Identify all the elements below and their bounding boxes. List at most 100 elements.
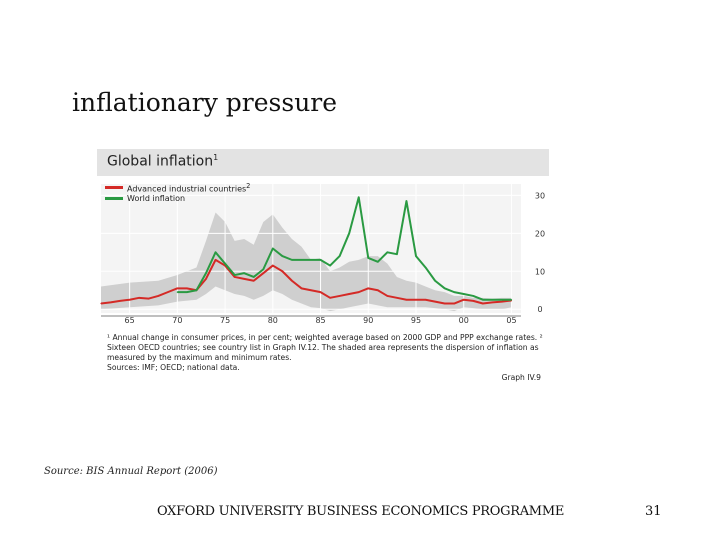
data-point-world <box>405 200 408 202</box>
data-point-world <box>377 261 379 263</box>
data-point-advanced <box>109 301 112 303</box>
footnote-text: ¹ Annual change in consumer prices, in p… <box>107 333 543 362</box>
data-point-world <box>510 299 513 301</box>
data-point-advanced <box>119 300 121 302</box>
data-point-advanced <box>396 297 398 299</box>
data-point-world <box>501 299 503 301</box>
source-citation: Source: BIS Annual Report (2006) <box>44 466 218 477</box>
data-point-advanced <box>348 293 350 295</box>
dispersion-band <box>101 212 512 312</box>
data-point-world <box>386 251 388 253</box>
x-tick-label: 65 <box>125 316 135 324</box>
data-point-advanced <box>377 289 379 291</box>
data-point-world <box>424 266 427 269</box>
data-point-world <box>243 272 245 274</box>
chart-header: Global inflation1 <box>97 149 549 176</box>
chart-figure: Global inflation1 0 10 20 30 65 70 75 80 85 90 95 0… <box>97 149 549 391</box>
data-point-advanced <box>129 299 131 301</box>
x-tick-label: 90 <box>363 316 373 324</box>
data-point-world <box>224 263 226 265</box>
data-point-advanced <box>491 301 493 303</box>
data-point-advanced <box>434 301 436 303</box>
data-point-world <box>444 287 446 289</box>
data-point-world <box>234 274 236 276</box>
data-point-world <box>281 255 283 257</box>
data-point-world <box>396 253 398 255</box>
legend-item-world: World inflation <box>105 193 250 204</box>
data-point-advanced <box>214 259 217 261</box>
page-number: 31 <box>645 504 662 519</box>
data-point-advanced <box>176 287 178 289</box>
legend-item-advanced: Advanced industrial countries2 <box>105 182 250 193</box>
series-line-advanced <box>100 258 512 305</box>
data-point-world <box>205 272 207 274</box>
data-point-advanced <box>291 280 293 282</box>
data-point-advanced <box>472 300 474 302</box>
data-point-advanced <box>281 270 283 272</box>
data-point-advanced <box>453 302 455 305</box>
data-point-advanced <box>167 291 169 293</box>
legend-swatch-world <box>105 197 123 200</box>
data-point-world <box>463 293 465 295</box>
data-point-advanced <box>300 287 303 289</box>
x-tick-label: 85 <box>315 316 325 324</box>
x-tick-label: 80 <box>268 316 278 324</box>
footer-programme: OXFORD UNIVERSITY BUSINESS ECONOMICS PRO… <box>157 504 565 519</box>
data-point-world <box>176 291 178 293</box>
data-point-advanced <box>405 299 408 301</box>
data-point-world <box>272 247 274 250</box>
data-point-advanced <box>234 276 236 278</box>
graph-id: Graph IV.9 <box>501 373 541 382</box>
y-tick-label: 30 <box>535 191 545 200</box>
data-point-advanced <box>310 289 312 291</box>
footnote-sources: Sources: IMF; OECD; national data. <box>107 363 240 372</box>
slide-title: inflationary pressure <box>72 88 338 117</box>
data-point-advanced <box>100 302 102 305</box>
x-tick-label: 70 <box>172 316 182 324</box>
data-point-world <box>329 264 331 267</box>
legend-label-world: World inflation <box>127 194 186 203</box>
x-tick-label: 00 <box>459 316 469 324</box>
data-point-advanced <box>329 297 331 299</box>
data-point-world <box>453 291 455 293</box>
data-point-advanced <box>272 264 274 267</box>
data-point-world <box>291 259 293 261</box>
data-point-world <box>214 251 217 253</box>
chart-legend: Advanced industrial countries2 World inf… <box>105 182 250 204</box>
legend-swatch-advanced <box>105 186 123 189</box>
y-tick-label: 0 <box>537 305 542 314</box>
legend-label-advanced: Advanced industrial countries2 <box>127 181 251 194</box>
data-point-advanced <box>262 272 264 274</box>
data-point-advanced <box>367 287 369 289</box>
data-point-advanced <box>319 291 322 293</box>
data-point-world <box>348 232 350 234</box>
y-tick-label: 20 <box>535 229 545 238</box>
data-point-advanced <box>386 295 388 297</box>
data-point-advanced <box>253 280 255 282</box>
data-point-world <box>482 299 484 301</box>
data-point-world <box>195 289 198 291</box>
y-tick-label: 10 <box>535 267 545 276</box>
data-point-world <box>434 280 436 282</box>
data-point-world <box>253 276 255 278</box>
data-point-world <box>491 299 493 301</box>
data-point-world <box>367 257 369 259</box>
data-point-world <box>472 295 474 297</box>
x-tick-label: 95 <box>411 316 421 324</box>
data-point-world <box>300 259 303 261</box>
data-point-advanced <box>501 301 503 303</box>
data-point-advanced <box>482 302 484 305</box>
series-line-world <box>177 196 512 301</box>
data-point-advanced <box>205 278 207 280</box>
data-point-advanced <box>444 302 446 305</box>
x-tick-label: 75 <box>220 316 230 324</box>
data-point-advanced <box>243 278 245 280</box>
data-point-world <box>262 268 264 270</box>
data-point-advanced <box>424 299 427 301</box>
chart-canvas: 0 10 20 30 65 70 75 80 85 90 95 00 05 <box>100 184 545 324</box>
data-point-world <box>415 255 417 257</box>
data-point-world <box>358 196 360 198</box>
data-point-advanced <box>463 299 465 301</box>
data-point-advanced <box>358 291 360 293</box>
x-tick-label: 05 <box>506 316 516 324</box>
